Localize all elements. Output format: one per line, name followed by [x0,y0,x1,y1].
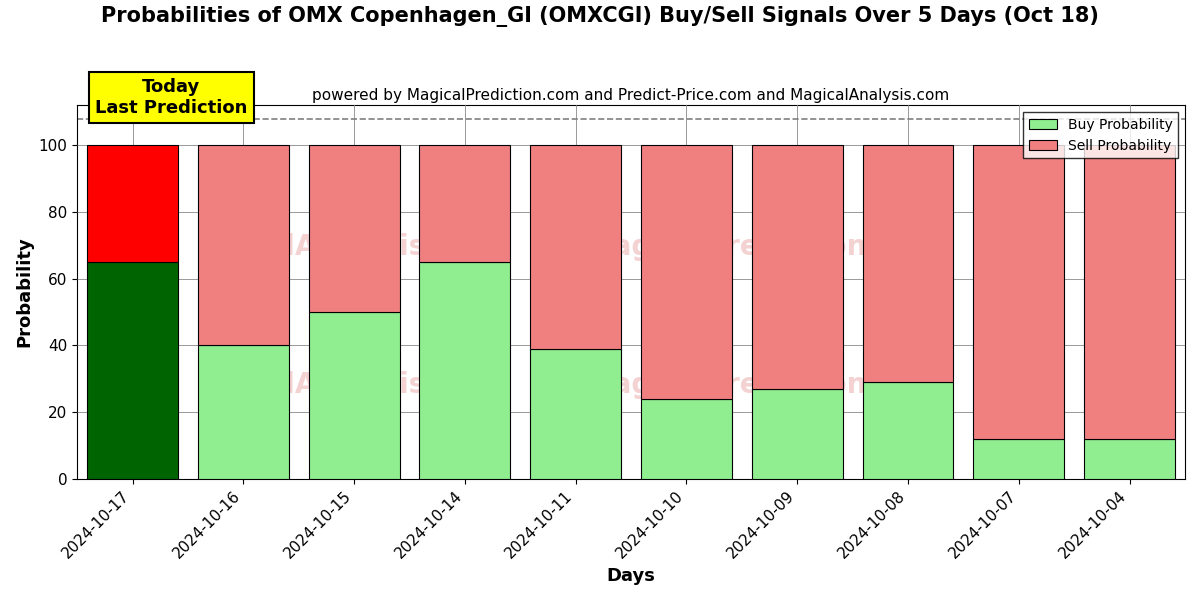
Text: calAnalysis.com: calAnalysis.com [251,233,502,261]
Text: MagicalPrediction.com: MagicalPrediction.com [586,371,942,400]
Bar [420,262,510,479]
Bar [752,389,842,479]
Bar [863,382,954,479]
Bar [308,145,400,312]
Bar [88,145,178,262]
Bar [308,312,400,479]
Bar [420,145,510,262]
Text: calAnalysis.com: calAnalysis.com [251,371,502,400]
Text: Today
Last Prediction: Today Last Prediction [95,78,247,117]
Bar [198,145,289,346]
Bar [641,145,732,399]
Bar [1084,439,1175,479]
Y-axis label: Probability: Probability [14,237,32,347]
X-axis label: Days: Days [607,567,655,585]
Text: MagicalPrediction.com: MagicalPrediction.com [586,233,942,261]
Bar [973,145,1064,439]
Bar [641,399,732,479]
Bar [530,145,622,349]
Bar [198,346,289,479]
Legend: Buy Probability, Sell Probability: Buy Probability, Sell Probability [1024,112,1178,158]
Bar [752,145,842,389]
Bar [973,439,1064,479]
Bar [88,262,178,479]
Bar [530,349,622,479]
Text: Probabilities of OMX Copenhagen_GI (OMXCGI) Buy/Sell Signals Over 5 Days (Oct 18: Probabilities of OMX Copenhagen_GI (OMXC… [101,6,1099,27]
Bar [863,145,954,382]
Title: powered by MagicalPrediction.com and Predict-Price.com and MagicalAnalysis.com: powered by MagicalPrediction.com and Pre… [312,88,949,103]
Bar [1084,145,1175,439]
